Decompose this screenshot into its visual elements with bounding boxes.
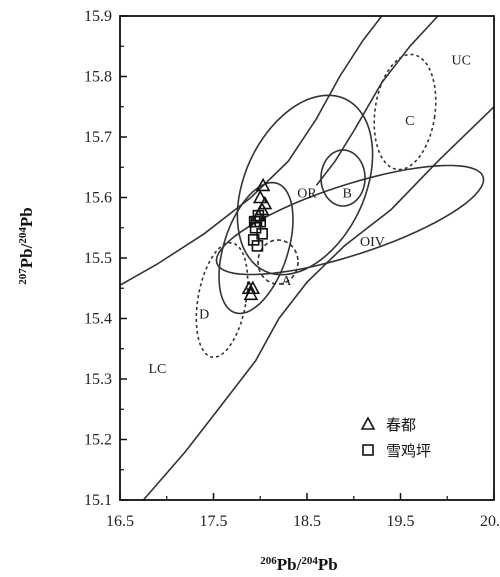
sample-envelope-outline: [218, 181, 294, 315]
c-field-outline: [373, 53, 437, 171]
y-tick-label: 15.5: [84, 250, 112, 267]
point-xuejiping-5: [256, 228, 268, 240]
data-points: [241, 177, 273, 301]
x-axis-title-base1: Pb/: [277, 555, 302, 574]
region-labels: UC C OR B OIV A D LC: [148, 53, 471, 377]
lc-field-outline: [119, 15, 383, 286]
lc-field-lower-outline: [142, 106, 495, 501]
x-tick-label: 17.5: [200, 513, 228, 530]
x-axis-title-sup1: 206: [260, 555, 277, 567]
y-tick-label: 15.6: [84, 190, 112, 207]
legend-label-0: 春都: [386, 416, 416, 434]
point-xuejiping-3: [252, 209, 265, 222]
x-axis-title-sup2: 204: [301, 555, 318, 567]
y-axis-title-sup1: 207: [17, 268, 29, 285]
region-label-c: C: [405, 114, 414, 129]
region-label-a: A: [281, 274, 292, 289]
region-label-lc: LC: [148, 362, 166, 377]
legend-triangle-icon: [360, 416, 376, 430]
y-axis-title-base2: Pb: [17, 207, 36, 227]
y-tick-label: 15.8: [84, 69, 112, 86]
legend-square-icon: [362, 444, 374, 456]
x-axis-title-base2: Pb: [318, 555, 338, 574]
region-label-uc: UC: [452, 53, 471, 68]
y-axis-title-sup2: 204: [17, 227, 29, 244]
uc-field-outline: [315, 15, 439, 186]
or-field-outline: [236, 94, 374, 276]
x-tick-label: 19.5: [387, 513, 415, 530]
legend-label-1: 雪鸡坪: [386, 442, 431, 460]
x-tick-label: 20.5: [480, 513, 500, 530]
x-tick-label: 16.5: [106, 513, 134, 530]
point-xuejiping-7: [248, 215, 261, 228]
y-axis-title-base1: Pb/: [17, 243, 36, 268]
a-field-outline: [257, 239, 299, 285]
point-xuejiping-0: [247, 234, 260, 246]
y-tick-label: 15.9: [84, 8, 112, 25]
axes: 16.5 17.5 18.5 19.5 20.5 15.1 15.2 15.3 15.4 15.5…: [17, 8, 500, 574]
oiv-field-outline: [215, 164, 485, 276]
plot-frame: [119, 15, 495, 501]
point-chundu-7: [254, 201, 270, 216]
region-label-or: OR: [297, 187, 317, 202]
y-axis-title: 207Pb/204Pb: [17, 207, 36, 284]
y-tick-label: 15.3: [84, 371, 112, 388]
y-tick-label: 15.7: [84, 129, 112, 146]
point-chundu-2: [245, 280, 261, 295]
region-label-b: B: [343, 187, 352, 202]
b-field-outline: [320, 149, 366, 207]
point-chundu-3: [252, 189, 268, 204]
region-label-d: D: [199, 308, 209, 323]
region-label-oiv: OIV: [360, 235, 385, 250]
x-axis-title: 206Pb/204Pb: [260, 555, 337, 574]
region-outlines: [119, 15, 495, 501]
point-xuejiping-6: [251, 240, 264, 252]
point-chundu-4: [255, 177, 271, 192]
y-tick-label: 15.4: [84, 311, 112, 328]
x-tick-label: 18.5: [293, 513, 321, 530]
d-field-outline: [195, 241, 249, 359]
y-tick-label: 15.2: [84, 432, 112, 449]
y-tick-label: 15.1: [84, 492, 112, 509]
